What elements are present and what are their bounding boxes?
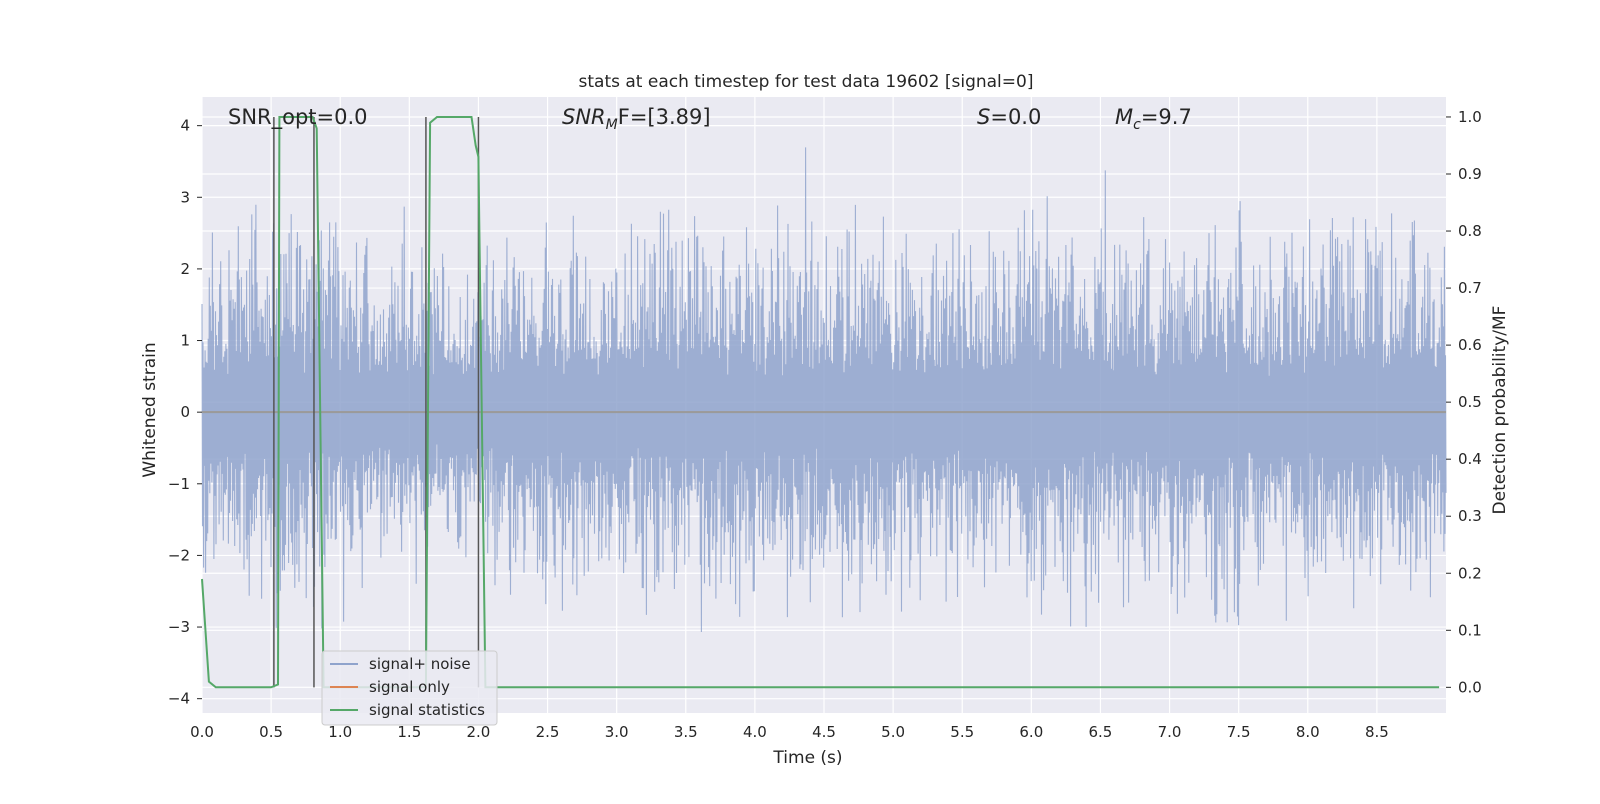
annotation-snr-mf: SNRMF=[3.89] — [562, 105, 711, 133]
legend-label-signal: signal only — [369, 678, 450, 696]
mc-main: M — [1115, 105, 1133, 129]
x-tick-label: 6.5 — [1089, 723, 1113, 741]
snr-mf-main: SNR — [562, 105, 606, 129]
snr-mf-sub: M — [606, 117, 618, 133]
y2-tick-label: 0.7 — [1458, 279, 1482, 297]
snr-mf-tail: F=[3.89] — [618, 105, 711, 129]
annotation-s: S=0.0 — [977, 105, 1041, 129]
x-tick-label: 4.5 — [812, 723, 836, 741]
y2-tick-label: 0.3 — [1458, 507, 1482, 525]
x-tick-label: 3.5 — [674, 723, 698, 741]
mc-tail: =9.7 — [1141, 105, 1192, 129]
chart-title: stats at each timestep for test data 196… — [579, 72, 1034, 92]
x-tick-label: 7.5 — [1227, 723, 1251, 741]
y-tick-label: 1 — [180, 332, 190, 350]
legend-box — [321, 650, 498, 726]
x-tick-label: 1.5 — [397, 723, 421, 741]
y-tick-label: 0 — [180, 403, 190, 421]
s-main: S — [977, 105, 990, 129]
y-tick-label: −3 — [168, 618, 190, 636]
annotation-mc: Mc=9.7 — [1115, 105, 1192, 133]
y-tick-label: −4 — [168, 690, 190, 708]
x-tick-label: 2.5 — [536, 723, 560, 741]
x-tick-label: 0.0 — [190, 723, 214, 741]
x-tick-label: 6.0 — [1019, 723, 1043, 741]
y2-tick-label: 0.0 — [1458, 678, 1482, 696]
x-tick-label: 1.0 — [328, 723, 352, 741]
series-signal-noise — [201, 147, 1447, 633]
x-tick-label: 5.5 — [950, 723, 974, 741]
y2-tick-label: 0.5 — [1458, 393, 1482, 411]
y-tick-label: 2 — [180, 260, 190, 278]
y-tick-label: −1 — [168, 475, 190, 493]
y-tick-label: −2 — [168, 546, 190, 564]
y2-tick-label: 0.8 — [1458, 222, 1482, 240]
x-tick-label: 7.0 — [1158, 723, 1182, 741]
y2-tick-label: 1.0 — [1458, 108, 1482, 126]
x-tick-label: 0.5 — [259, 723, 283, 741]
x-tick-label: 3.0 — [605, 723, 629, 741]
y2-tick-label: 0.1 — [1458, 621, 1482, 639]
legend-label-noise: signal+ noise — [369, 655, 471, 673]
x-tick-label: 8.5 — [1365, 723, 1389, 741]
y-tick-label: 3 — [180, 188, 190, 206]
mc-sub: c — [1133, 117, 1141, 133]
y2-tick-label: 0.9 — [1458, 165, 1482, 183]
x-axis-label: Time (s) — [772, 748, 842, 768]
tick-labels: 0.0 0.5 1.0 1.5 2.0 2.5 3.0 3.5 4.0 4.5 5.0 5.5 6.0 6… — [168, 108, 1482, 741]
y2-tick-label: 0.4 — [1458, 450, 1482, 468]
y2-axis-label: Detection probability/MF — [1490, 306, 1510, 515]
x-tick-label: 8.0 — [1296, 723, 1320, 741]
s-tail: =0.0 — [990, 105, 1041, 129]
x-tick-label: 4.0 — [743, 723, 767, 741]
legend-label-stats: signal statistics — [369, 701, 485, 719]
x-tick-label: 2.0 — [467, 723, 491, 741]
y-axis-label: Whitened strain — [140, 342, 160, 477]
y2-tick-label: 0.6 — [1458, 336, 1482, 354]
y2-tick-label: 0.2 — [1458, 564, 1482, 582]
y-tick-label: 4 — [180, 117, 190, 135]
legend: signal+ noise signal only signal statist… — [321, 650, 498, 726]
annotation-snr-opt: SNR_opt=0.0 — [228, 105, 368, 130]
noise-trace — [201, 147, 1447, 633]
x-tick-label: 5.0 — [881, 723, 905, 741]
